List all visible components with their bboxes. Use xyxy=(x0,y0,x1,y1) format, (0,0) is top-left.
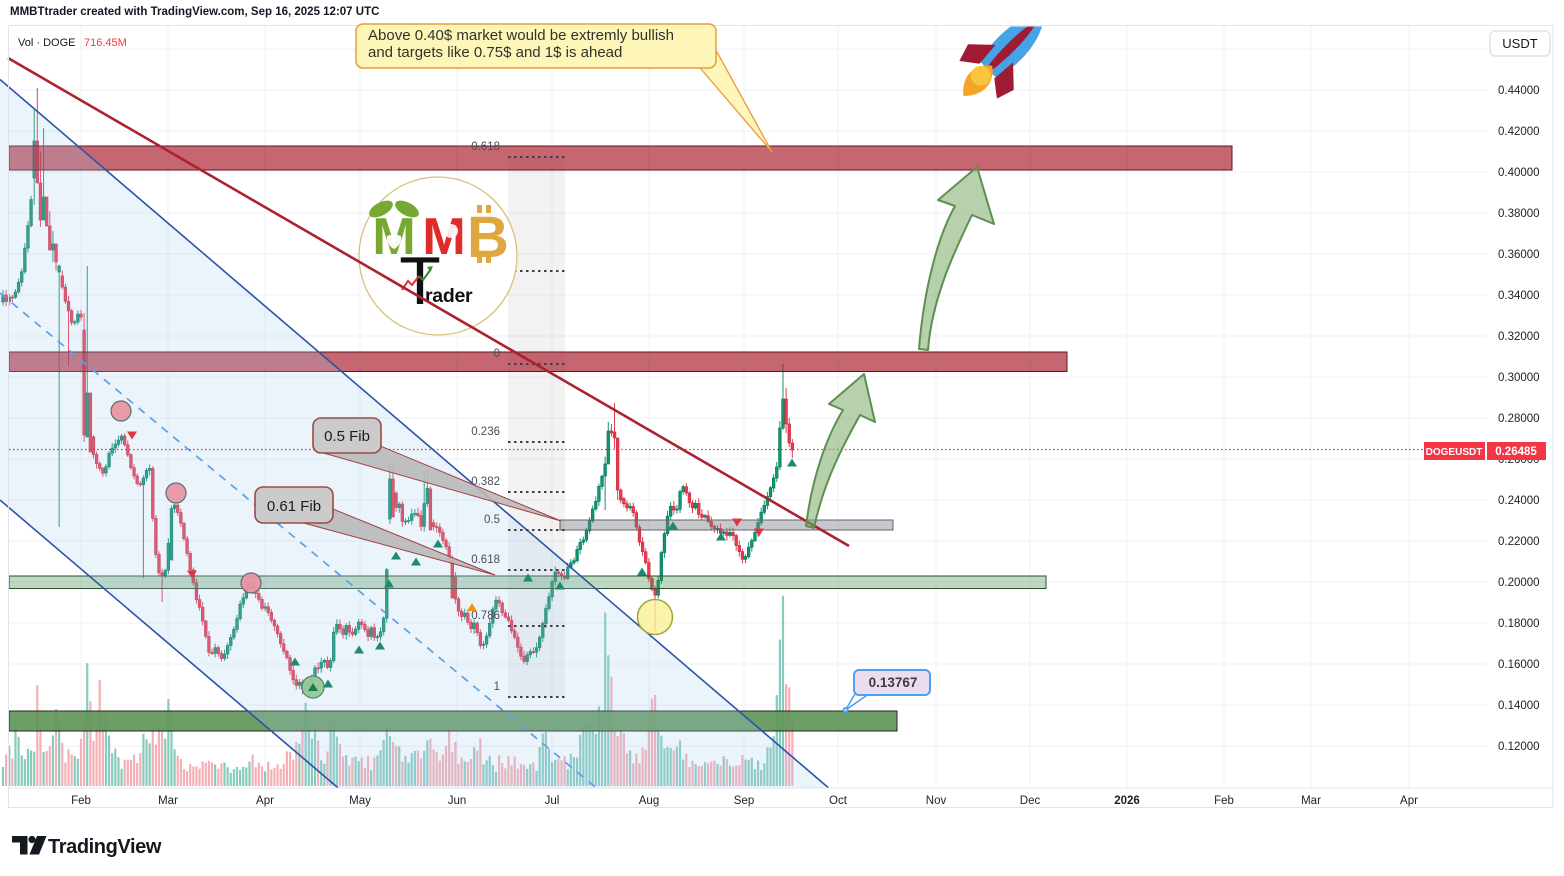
svg-text:Jul: Jul xyxy=(545,795,560,807)
svg-text:0.38000: 0.38000 xyxy=(1498,208,1540,220)
svg-text:T: T xyxy=(399,243,441,319)
svg-text:0.5 Fib: 0.5 Fib xyxy=(324,428,370,445)
svg-text:rader: rader xyxy=(425,285,473,307)
svg-text:Nov: Nov xyxy=(926,795,947,807)
svg-text:Oct: Oct xyxy=(829,795,848,807)
svg-text:0.786: 0.786 xyxy=(471,610,500,622)
svg-text:TradingView: TradingView xyxy=(48,836,162,858)
svg-text:0.618: 0.618 xyxy=(471,141,500,153)
svg-text:May: May xyxy=(349,795,371,807)
svg-text:0.32000: 0.32000 xyxy=(1498,331,1540,343)
svg-text:0.40000: 0.40000 xyxy=(1498,167,1540,179)
svg-text:0.5: 0.5 xyxy=(484,514,500,526)
svg-text:0.12000: 0.12000 xyxy=(1498,741,1540,753)
svg-text:0.618: 0.618 xyxy=(471,554,500,566)
svg-text:0.36000: 0.36000 xyxy=(1498,249,1540,261)
svg-text:Apr: Apr xyxy=(1400,795,1418,807)
svg-text:0.42000: 0.42000 xyxy=(1498,126,1540,138)
svg-text:Vol · DOGE: Vol · DOGE xyxy=(18,37,75,49)
svg-text:Mar: Mar xyxy=(158,795,178,807)
svg-text:0.18000: 0.18000 xyxy=(1498,618,1540,630)
svg-text:2026: 2026 xyxy=(1114,795,1140,807)
svg-text:0.20000: 0.20000 xyxy=(1498,577,1540,589)
svg-text:0.236: 0.236 xyxy=(471,426,500,438)
svg-text:0.382: 0.382 xyxy=(471,476,500,488)
svg-text:0.22000: 0.22000 xyxy=(1498,536,1540,548)
svg-text:Sep: Sep xyxy=(734,795,754,807)
svg-text:USDT: USDT xyxy=(1502,36,1537,51)
svg-text:1: 1 xyxy=(494,681,500,693)
svg-text:Mar: Mar xyxy=(1301,795,1321,807)
svg-text:Feb: Feb xyxy=(1214,795,1234,807)
svg-text:and targets like 0.75$ and 1$: and targets like 0.75$ and 1$ is ahead xyxy=(368,44,622,61)
svg-text:0.44000: 0.44000 xyxy=(1498,85,1540,97)
svg-text:0.28000: 0.28000 xyxy=(1498,413,1540,425)
svg-text:Above 0.40$ market would be ex: Above 0.40$ market would be extremly bul… xyxy=(368,27,674,44)
svg-text:0.13767: 0.13767 xyxy=(869,675,918,690)
svg-text:Feb: Feb xyxy=(71,795,91,807)
svg-text:M: M xyxy=(422,208,465,266)
svg-text:0.34000: 0.34000 xyxy=(1498,290,1540,302)
svg-text:0.24000: 0.24000 xyxy=(1498,495,1540,507)
svg-text:0.61 Fib: 0.61 Fib xyxy=(267,498,321,515)
svg-text:Jun: Jun xyxy=(448,795,467,807)
svg-text:Apr: Apr xyxy=(256,795,274,807)
svg-text:0.14000: 0.14000 xyxy=(1498,700,1540,712)
svg-text:0: 0 xyxy=(494,348,500,360)
svg-text:0.30000: 0.30000 xyxy=(1498,372,1540,384)
svg-text:Aug: Aug xyxy=(639,795,659,807)
svg-text:0.26485: 0.26485 xyxy=(1495,446,1537,458)
svg-text:Dec: Dec xyxy=(1020,795,1041,807)
svg-text:0.16000: 0.16000 xyxy=(1498,659,1540,671)
svg-text:716.45M: 716.45M xyxy=(84,37,127,49)
svg-text:DOGEUSDT: DOGEUSDT xyxy=(1426,447,1483,458)
svg-text:MMBTtrader created with Tradin: MMBTtrader created with TradingView.com,… xyxy=(10,6,379,18)
